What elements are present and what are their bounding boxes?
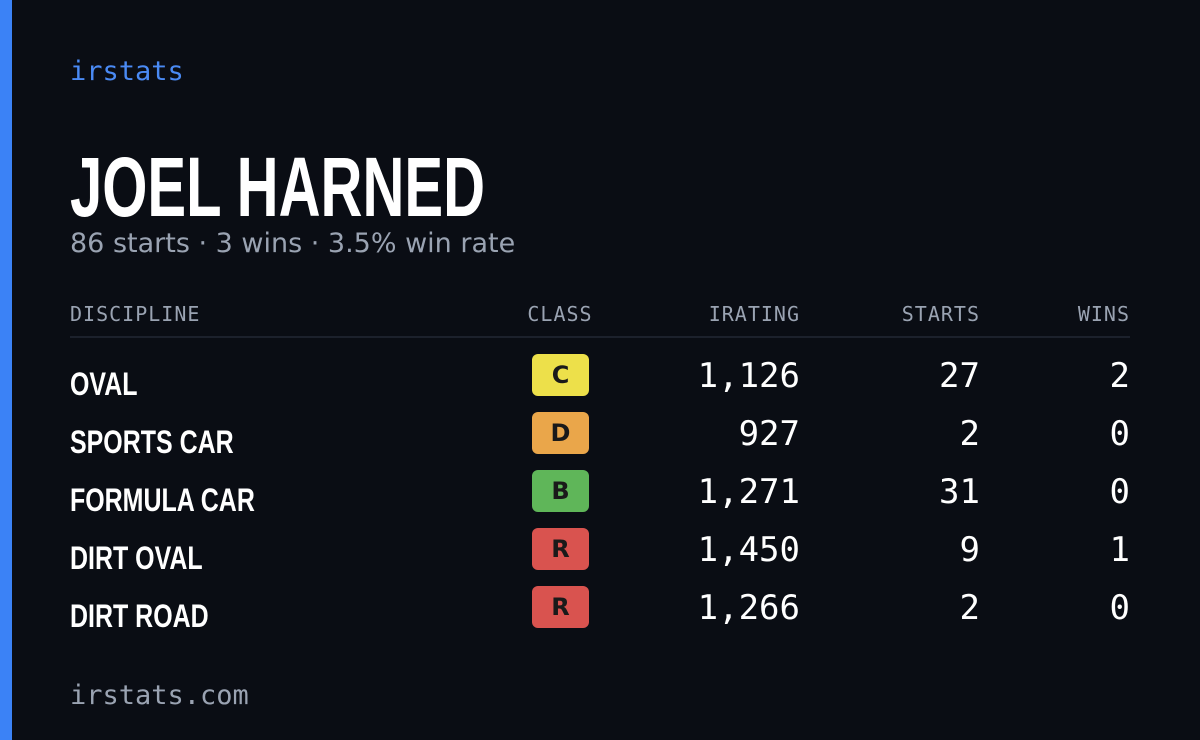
column-header: STARTS [901,302,980,326]
accent-stripe [0,0,12,740]
wins: 0 [1109,472,1130,512]
starts: 2 [959,588,980,628]
class-badge: B [532,470,589,512]
starts: 9 [959,530,980,570]
footer: irstats.com [70,680,249,711]
irating: 1,450 [697,530,800,570]
class-badge: R [532,528,589,570]
brand: irstats [70,56,184,87]
class-badge: C [532,354,589,396]
irating: 927 [738,414,800,454]
class-badge: R [532,586,589,628]
discipline: SPORTS CAR [70,424,234,460]
column-header: IRATING [708,302,800,326]
column-header: DISCIPLINE [70,302,201,326]
driver-name: JOEL HARNED [70,140,485,226]
driver-name-text: JOEL HARNED [70,140,485,226]
discipline: OVAL [70,366,138,402]
irating: 1,266 [697,588,800,628]
discipline: DIRT ROAD [70,598,209,634]
irating: 1,271 [697,472,800,512]
discipline: DIRT OVAL [70,540,203,576]
driver-summary: 86 starts · 3 wins · 3.5% win rate [70,228,516,259]
wins: 1 [1109,530,1130,570]
starts: 27 [939,356,980,396]
starts: 31 [939,472,980,512]
header-rule [70,336,1130,338]
wins: 0 [1109,588,1130,628]
wins: 2 [1109,356,1130,396]
starts: 2 [959,414,980,454]
class-badge: D [532,412,589,454]
wins: 0 [1109,414,1130,454]
discipline: FORMULA CAR [70,482,255,518]
irating: 1,126 [697,356,800,396]
column-header: WINS [1077,302,1130,326]
column-header: CLASS [527,302,593,326]
